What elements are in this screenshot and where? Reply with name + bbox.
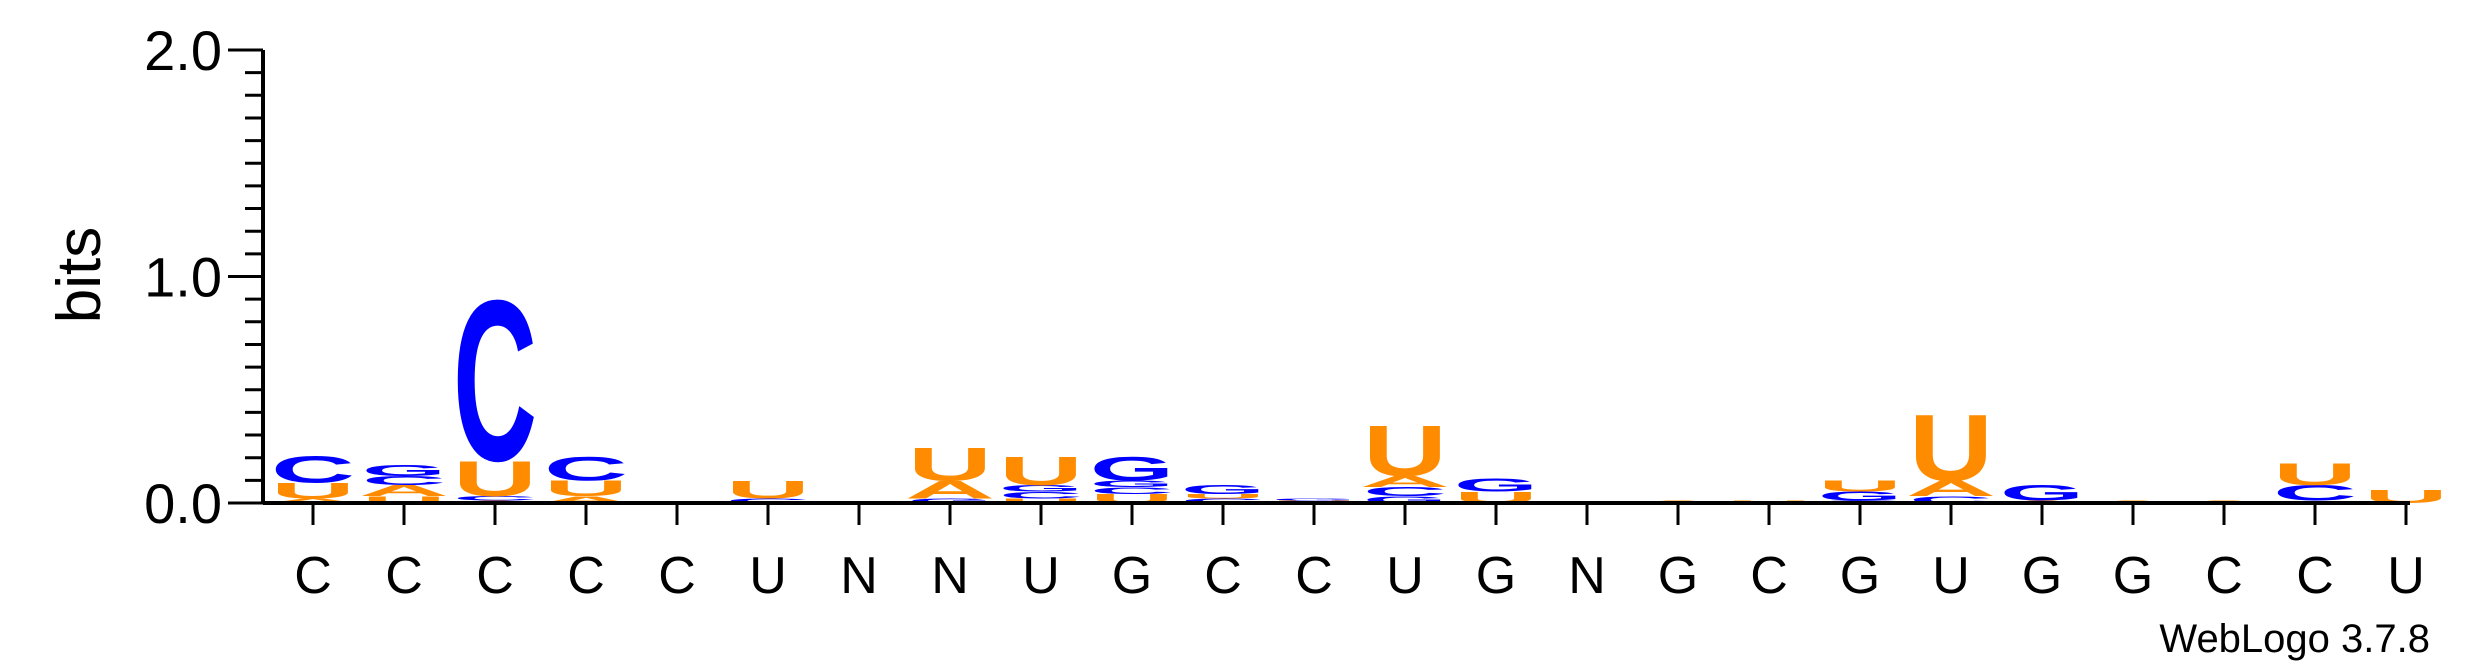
logo-letter-C: C — [453, 252, 537, 509]
x-tick-label: C — [658, 547, 696, 605]
x-tick-label: U — [749, 547, 787, 605]
x-tick-label: N — [931, 547, 969, 605]
y-axis-label: bits — [45, 227, 114, 323]
logo-letter-U: U — [1818, 477, 1902, 495]
logo-letter-A: A — [1360, 473, 1451, 491]
x-tick-label: C — [1750, 547, 1788, 605]
logo-letter-C: C — [453, 495, 537, 502]
logo-letter-C: C — [271, 449, 355, 491]
logo-letter-U: U — [1909, 396, 1993, 501]
y-tick-label: 0.0 — [144, 472, 222, 535]
logo-letter-G: G — [1181, 483, 1265, 497]
logo-letter-C: C — [1090, 485, 1174, 496]
y-ticks: 0.0 1.0 2.0 — [144, 19, 263, 535]
logo-letter-C: C — [544, 449, 628, 488]
x-tick-label: G — [1840, 547, 1880, 605]
logo-letter-G: G — [1454, 475, 1538, 496]
logo-stacks: AUCUACGACUCAUCCUGAUUCGUUCGGCUGUGGCAUUGAU… — [268, 252, 2448, 509]
logo-letter-U: U — [453, 451, 537, 507]
x-tick-label: G — [2022, 547, 2062, 605]
logo-letter-C: C — [362, 473, 446, 487]
axes — [261, 50, 2410, 505]
logo-letter-C: C — [1181, 497, 1265, 504]
logo-letter-U: U — [999, 497, 1083, 504]
x-tick-label: C — [2205, 547, 2243, 605]
logo-letter-C: C — [1363, 485, 1447, 499]
logo-letter-U: U — [1181, 493, 1265, 500]
logo-letter-U: U — [999, 448, 1083, 494]
logo-letter-A: A — [541, 495, 632, 506]
x-tick-label: U — [2387, 547, 2425, 605]
logo-letter-G: G — [362, 462, 446, 480]
weblogo-credit: WebLogo 3.7.8 — [2159, 617, 2430, 661]
x-tick-label: G — [2113, 547, 2153, 605]
logo-letter-G: G — [908, 497, 992, 504]
logo-letter-U: U — [726, 476, 810, 504]
logo-letter-C: C — [726, 497, 810, 504]
logo-letter-U: U — [2273, 457, 2357, 492]
x-tick-label: C — [385, 547, 423, 605]
x-tick-label: U — [1386, 547, 1424, 605]
logo-letter-U: U — [1363, 410, 1447, 491]
logo-letter-C: C — [999, 490, 1083, 501]
logo-letter-U: U — [271, 478, 355, 503]
x-tick-label: U — [1932, 547, 1970, 605]
logo-letter-U: U — [908, 438, 992, 491]
x-tick-label: C — [567, 547, 605, 605]
logo-letter-G: G — [1090, 479, 1174, 489]
x-tick-label: G — [1658, 547, 1698, 605]
logo-letter-G: G — [1818, 489, 1902, 503]
logo-letter-G: G — [1272, 498, 1356, 502]
x-tick-label: C — [2296, 547, 2334, 605]
logo-letter-A: A — [359, 482, 450, 500]
logo-letter-G: G — [999, 483, 1083, 493]
y-tick-label: 2.0 — [144, 19, 222, 82]
logo-letter-G: G — [1363, 495, 1447, 505]
x-tick-label: G — [1476, 547, 1516, 605]
x-tick-label: C — [476, 547, 514, 605]
x-tick-label: N — [840, 547, 878, 605]
logo-letter-C: C — [1909, 495, 1993, 506]
logo-letter-A: A — [905, 476, 996, 504]
x-tick-label: C — [294, 547, 332, 605]
x-tick-label: G — [1112, 547, 1152, 605]
logo-letter-U: U — [362, 495, 446, 506]
x-tick-label: C — [1295, 547, 1333, 605]
x-tick-label: N — [1568, 547, 1606, 605]
logo-letter-G: G — [1090, 449, 1174, 488]
logo-letter-U: U — [544, 476, 628, 501]
y-tick-label: 1.0 — [144, 246, 222, 309]
logo-letter-A: A — [1906, 477, 1997, 501]
logo-letter-A: A — [268, 497, 359, 504]
x-tick-label: C — [1204, 547, 1242, 605]
x-tick-label: U — [1022, 547, 1060, 605]
